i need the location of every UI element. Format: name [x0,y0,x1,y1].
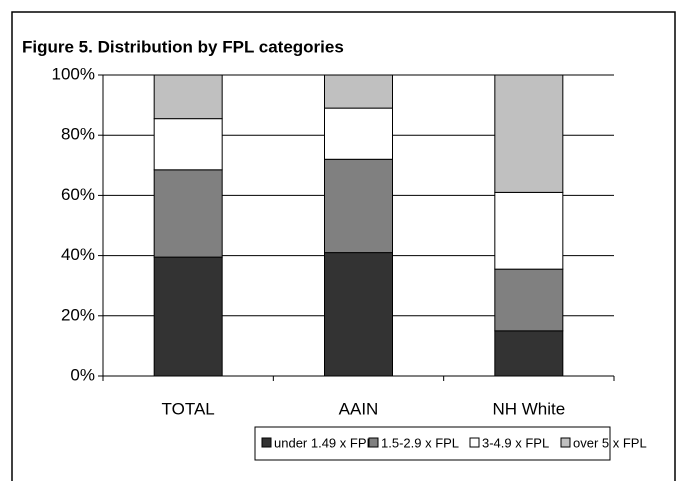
y-tick-label: 40% [61,245,95,264]
bar-segment [494,268,564,332]
bar-segment [324,252,393,377]
bar-segment [324,158,393,254]
legend-swatch [560,437,571,448]
bar-segment [153,74,223,120]
y-tick-label: 0% [70,365,95,384]
legend-swatch [261,437,272,448]
bar-segment [494,74,564,193]
x-tick-label: NH White [492,399,565,418]
x-tick-label: AAIN [339,399,379,418]
legend-swatch [368,437,379,448]
legend-box [254,426,611,461]
bar-segment [324,107,393,160]
legend-label: 1.5-2.9 x FPL [381,435,459,450]
y-tick-label: 80% [61,125,95,144]
bar-segment [153,256,223,377]
bar-segment [494,330,564,377]
y-tick-label: 60% [61,185,95,204]
legend-label: under 1.49 x FPL [274,435,374,450]
legend-label: over 5 x FPL [573,435,647,450]
bar-segment [153,118,223,171]
bar-segment [324,74,393,109]
y-tick-label: 100% [52,64,95,83]
legend-swatch [469,437,480,448]
chart-title: Figure 5. Distribution by FPL categories [22,37,344,56]
y-tick-label: 20% [61,305,95,324]
bar-segment [153,169,223,258]
x-tick-label: TOTAL [162,399,215,418]
legend-label: 3-4.9 x FPL [482,435,549,450]
bar-segment [494,191,564,270]
